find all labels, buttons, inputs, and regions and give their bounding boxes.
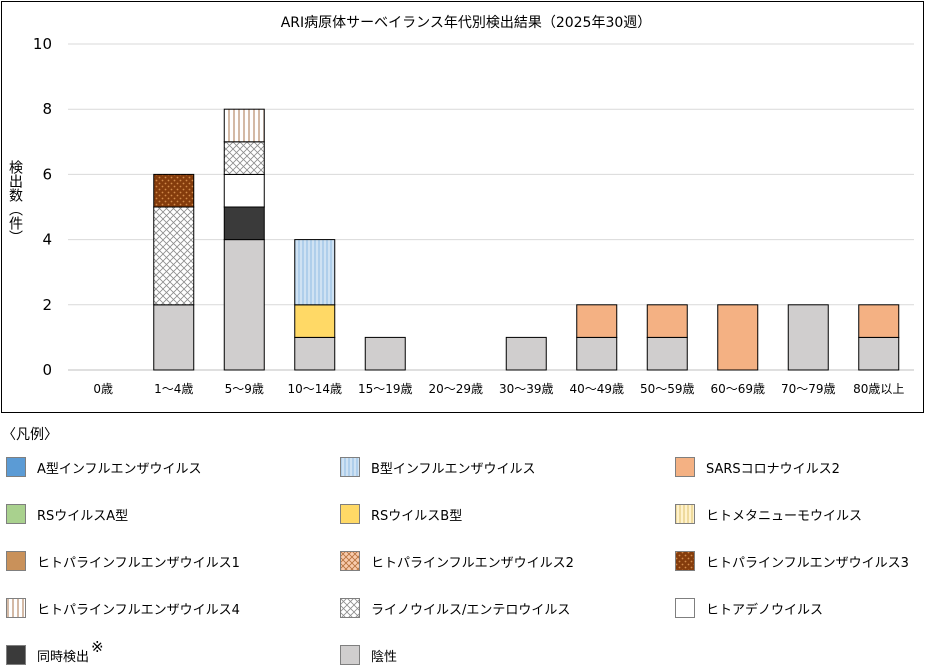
bar-segment-negative: [576, 336, 618, 371]
x-tick-label: 5～9歳: [225, 382, 264, 396]
bar-segment-sars: [646, 304, 688, 338]
bar-segment-sars: [717, 304, 759, 371]
legend-label: ヒトパラインフルエンザウイルス3: [706, 555, 909, 571]
legend-label: ヒトメタニューモウイルス: [706, 508, 863, 524]
y-tick-label: 2: [42, 296, 52, 314]
bar-segment-negative: [787, 304, 829, 371]
legend-swatch: [675, 598, 695, 618]
x-tick-label: 0歳: [93, 382, 113, 396]
bar-segment-negative: [364, 336, 406, 371]
bar-segment-negative: [153, 304, 195, 371]
legend-item-rhino: ライノウイルス/エンテロウイルス: [340, 597, 570, 619]
bar-segment-coinfection: [223, 206, 265, 241]
legend-swatch: [340, 551, 360, 571]
legend-label: RSウイルスA型: [37, 508, 129, 524]
y-tick-label: 4: [42, 231, 52, 249]
legend-item-adeno: ヒトアデノウイルス: [675, 597, 823, 619]
bar-segment-flub: [294, 239, 336, 306]
chart-svg: ARI病原体サーベイランス年代別検出結果（2025年30週） 検出数（件） 0 2…: [7, 15, 914, 396]
legend-label: ライノウイルス/エンテロウイルス: [371, 602, 571, 618]
legend-swatch: [6, 504, 26, 524]
legend-swatch: [675, 457, 695, 477]
legend-item-rsvb: RSウイルスB型: [340, 503, 462, 525]
bar-segment-hpiv4: [223, 108, 265, 143]
legend-item-sars: SARSコロナウイルス2: [675, 456, 840, 478]
legend-item-coinfection: 同時検出 ※: [6, 638, 104, 666]
bar-segment-negative: [223, 239, 265, 371]
bar-segment-rhino: [223, 141, 265, 175]
axis-ticks: 0 2 4 6 8 10 0歳 1～4歳 5～9歳 10～14歳 15～19歳 20～29歳 30～39…: [33, 35, 904, 396]
legend-swatch: [6, 598, 26, 618]
legend-label: SARSコロナウイルス2: [706, 461, 840, 477]
bar-segment-rsvb: [294, 304, 336, 338]
legend-swatch: [340, 645, 360, 665]
x-tick-label: 70～79歳: [781, 382, 836, 396]
y-axis-label: 検出数（件）: [7, 160, 23, 244]
legend-item-rsva: RSウイルスA型: [6, 503, 128, 525]
legend-note-mark: ※: [91, 638, 104, 656]
bar-segment-sars: [858, 304, 900, 338]
legend-label: RSウイルスB型: [371, 508, 463, 524]
bar-segment-rhino: [153, 206, 195, 306]
y-tick-label: 8: [42, 100, 52, 118]
y-tick-label: 6: [42, 165, 52, 183]
legend-item-flua: A型インフルエンザウイルス: [6, 456, 202, 478]
legend-item-hpiv1: ヒトパラインフルエンザウイルス1: [6, 550, 240, 572]
bar-segment-sars: [576, 304, 618, 338]
legend-item-hpiv3: ヒトパラインフルエンザウイルス3: [675, 550, 909, 572]
bar-segment-adeno: [223, 173, 265, 208]
legend-item-hmpv: ヒトメタニューモウイルス: [675, 503, 862, 525]
legend-swatch: [340, 598, 360, 618]
legend-item-negative: 陰性: [340, 644, 397, 666]
bar-segment-negative: [505, 336, 547, 371]
legend-label: ヒトアデノウイルス: [706, 602, 824, 618]
legend-label: ヒトパラインフルエンザウイルス1: [37, 555, 240, 571]
x-tick-label: 20～29歳: [428, 382, 483, 396]
legend-item-flub: B型インフルエンザウイルス: [340, 456, 536, 478]
x-tick-label: 30～39歳: [499, 382, 554, 396]
legend-title: 〈凡例〉: [2, 427, 58, 443]
legend-swatch: [340, 504, 360, 524]
legend-item-hpiv4: ヒトパラインフルエンザウイルス4: [6, 597, 240, 619]
chart-title: ARI病原体サーベイランス年代別検出結果（2025年30週）: [281, 15, 652, 31]
legend-item-hpiv2: ヒトパラインフルエンザウイルス2: [340, 550, 574, 572]
bars: [153, 108, 900, 371]
bar-segment-negative: [294, 336, 336, 371]
legend-swatch: [6, 551, 26, 571]
x-tick-label: 50～59歳: [640, 382, 695, 396]
bar-segment-negative: [646, 336, 688, 371]
bar-segment-negative: [858, 336, 900, 371]
bar-segment-hpiv3: [153, 173, 195, 208]
legend-swatch: [675, 504, 695, 524]
x-tick-label: 10～14歳: [287, 382, 342, 396]
legend-label: A型インフルエンザウイルス: [37, 461, 202, 477]
x-tick-label: 15～19歳: [358, 382, 413, 396]
gridlines: [68, 43, 914, 371]
legend-label: B型インフルエンザウイルス: [371, 461, 536, 477]
legend-swatch: [340, 457, 360, 477]
x-tick-label: 60～69歳: [710, 382, 765, 396]
legend-label: 同時検出: [37, 649, 90, 665]
legend-swatch: [6, 457, 26, 477]
legend-label: ヒトパラインフルエンザウイルス4: [37, 602, 240, 618]
x-tick-label: 80歳以上: [853, 382, 904, 396]
x-tick-label: 1～4歳: [154, 382, 193, 396]
legend-swatch: [675, 551, 695, 571]
chart-area: ARI病原体サーベイランス年代別検出結果（2025年30週） 検出数（件） 0 2…: [1, 1, 924, 413]
x-tick-label: 40～49歳: [569, 382, 624, 396]
legend-label: 陰性: [371, 649, 398, 665]
y-tick-label: 0: [42, 361, 52, 379]
y-tick-label: 10: [33, 35, 52, 53]
legend-swatch: [6, 645, 26, 665]
legend-label: ヒトパラインフルエンザウイルス2: [371, 555, 574, 571]
